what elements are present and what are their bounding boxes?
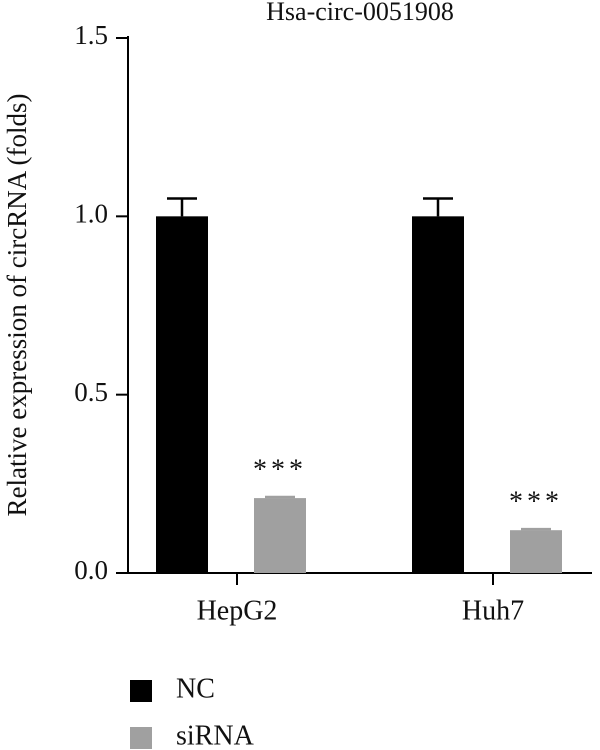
y-axis-label: Relative expression of circRNA (folds) [2,94,32,517]
legend-swatch [130,727,152,749]
x-tick-label: Huh7 [462,595,524,626]
error-bar [265,495,295,499]
y-tick-label: 1.5 [74,20,108,50]
bar [412,216,464,574]
bar [510,530,562,573]
bar [156,216,208,574]
bar [254,498,306,573]
y-tick-label: 0.0 [74,555,108,585]
legend-swatch [130,680,152,702]
chart-title: Hsa-circ-0051908 [266,0,454,26]
legend-label: NC [176,673,215,704]
error-bar [521,527,551,531]
x-tick-label: HepG2 [197,595,278,626]
error-bar [167,197,197,217]
significance-label: *** [509,487,563,518]
y-tick-label: 0.5 [74,377,108,407]
y-tick-label: 1.0 [74,199,108,229]
significance-label: *** [253,454,307,485]
legend-label: siRNA [176,720,255,750]
error-bar [423,197,453,217]
